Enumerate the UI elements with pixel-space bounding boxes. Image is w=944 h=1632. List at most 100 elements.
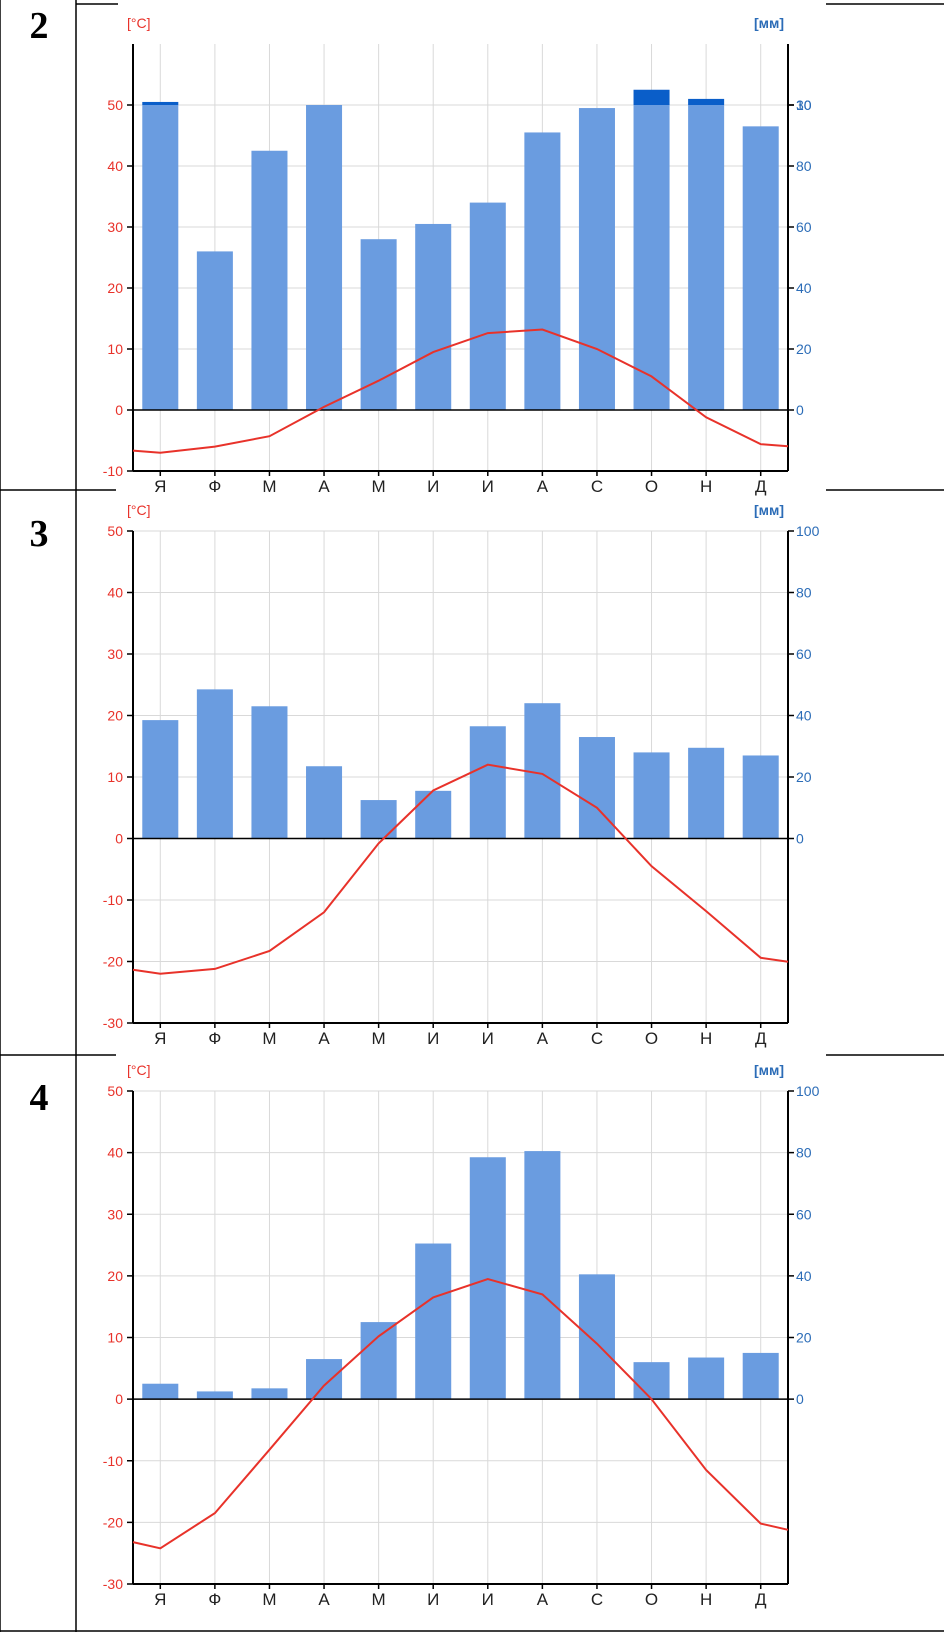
left-tick-label: 20 [107, 708, 123, 724]
left-tick-label: -10 [103, 892, 123, 908]
x-tick-label: С [591, 1590, 603, 1609]
row-number-2: 2 [29, 5, 49, 47]
x-tick-label: И [427, 477, 439, 496]
grid [133, 1090, 788, 1585]
right-tick-label: 20 [796, 1330, 812, 1346]
precipitation-bar-6 [415, 1243, 452, 1400]
precipitation-bar-12 [742, 126, 779, 410]
left-tick-label: 40 [107, 585, 123, 601]
x-tick-label: И [427, 1590, 439, 1609]
left-tick-label: -30 [103, 1015, 123, 1031]
x-tick-label: Ф [208, 1590, 221, 1609]
left-tick-label: 50 [107, 1083, 123, 1099]
precipitation-bar-8 [524, 1151, 561, 1400]
precipitation-bar-overflow-11 [688, 98, 725, 105]
x-tick-label: Н [700, 477, 712, 496]
precipitation-bar-11 [688, 747, 725, 839]
x-tick-label: Я [154, 1590, 166, 1609]
precipitation-bar-3 [251, 706, 288, 839]
precipitation-bar-10 [633, 105, 670, 410]
row-number-4: 4 [29, 1077, 49, 1119]
precipitation-bar-11 [688, 105, 725, 410]
x-tick-label: М [372, 1029, 386, 1048]
precipitation-bar-3 [251, 1388, 288, 1400]
x-tick-label: Д [755, 477, 767, 496]
right-axis-unit: [мм] [754, 1062, 784, 1078]
right-tick-label: 40 [796, 280, 812, 296]
x-tick-label: М [372, 1590, 386, 1609]
climate-chart-3: -30 -20 -10 0 10 20 30 40 50 0 20 40 60 80 100 [°C] [мм]… [103, 502, 820, 1048]
left-axis-unit: [°C] [127, 502, 151, 518]
precipitation-bar-6 [415, 790, 452, 839]
precipitation-bar-2 [196, 1391, 233, 1400]
precipitation-bar-9 [578, 737, 615, 839]
x-tick-label: О [645, 477, 658, 496]
precipitation-bar-9 [578, 108, 615, 411]
right-tick-label: 30 [796, 97, 812, 113]
left-tick-label: 30 [107, 1206, 123, 1222]
precipitation-bar-5 [360, 239, 397, 410]
precipitation-bar-1 [142, 1383, 179, 1400]
left-tick-label: 20 [107, 1268, 123, 1284]
right-axis-unit: [мм] [754, 502, 784, 518]
x-tick-label: И [482, 1029, 494, 1048]
x-tick-label: А [318, 477, 330, 496]
temperature-line [132, 1277, 789, 1550]
right-tick-label: 0 [796, 402, 804, 418]
row-number-3: 3 [29, 513, 49, 555]
climate-chart-4: -30 -20 -10 0 10 20 30 40 50 0 20 40 60 80 100 [°C] [мм]… [103, 1062, 820, 1609]
right-tick-label: 20 [796, 769, 812, 785]
precipitation-bar-10 [633, 752, 670, 839]
left-tick-label: -30 [103, 1576, 123, 1592]
precipitation-bar-5 [360, 1322, 397, 1400]
x-tick-label: М [262, 477, 276, 496]
x-tick-label: Н [700, 1029, 712, 1048]
x-tick-label: О [645, 1029, 658, 1048]
precipitation-bar-4 [306, 766, 343, 839]
precipitation-bar-4 [306, 105, 343, 410]
x-tick-label: А [537, 477, 549, 496]
x-tick-label: С [591, 477, 603, 496]
left-tick-label: 10 [107, 769, 123, 785]
precipitation-bar-12 [742, 755, 779, 839]
x-tick-label: И [482, 1590, 494, 1609]
x-tick-label: Н [700, 1590, 712, 1609]
left-axis-unit: [°C] [127, 1062, 151, 1078]
right-tick-label: 40 [796, 1268, 812, 1284]
right-tick-label: 10 [796, 97, 812, 113]
x-tick-label: Д [755, 1590, 767, 1609]
precipitation-bars [142, 689, 779, 839]
x-tick-label: С [591, 1029, 603, 1048]
precipitation-bar-3 [251, 150, 288, 410]
right-tick-label: 20 [796, 341, 812, 357]
precipitation-bar-4 [306, 1359, 343, 1400]
x-tick-label: Я [154, 477, 166, 496]
right-tick-label: 0 [796, 1391, 804, 1407]
left-tick-label: 0 [115, 402, 123, 418]
right-tick-label: 0 [796, 831, 804, 847]
left-tick-label: -20 [103, 1514, 123, 1530]
precipitation-bar-2 [196, 689, 233, 839]
precipitation-bar-overflow-1 [142, 101, 179, 105]
precipitation-bar-9 [578, 1274, 615, 1400]
precipitation-bar-1 [142, 105, 179, 410]
right-tick-label: 80 [796, 585, 812, 601]
left-tick-label: 50 [107, 523, 123, 539]
left-tick-label: 50 [107, 97, 123, 113]
x-tick-label: И [427, 1029, 439, 1048]
left-tick-label: 20 [107, 280, 123, 296]
left-tick-label: -20 [103, 954, 123, 970]
right-axis-unit: [мм] [754, 15, 784, 31]
x-tick-label: И [482, 477, 494, 496]
left-tick-label: -10 [103, 463, 123, 479]
precipitation-bar-6 [415, 223, 452, 410]
precipitation-bar-7 [469, 202, 506, 410]
x-tick-label: Д [755, 1029, 767, 1048]
x-tick-label: А [318, 1590, 330, 1609]
precipitation-bar-7 [469, 726, 506, 839]
precipitation-bar-11 [688, 1357, 725, 1400]
left-tick-label: 10 [107, 341, 123, 357]
left-tick-label: 0 [115, 831, 123, 847]
